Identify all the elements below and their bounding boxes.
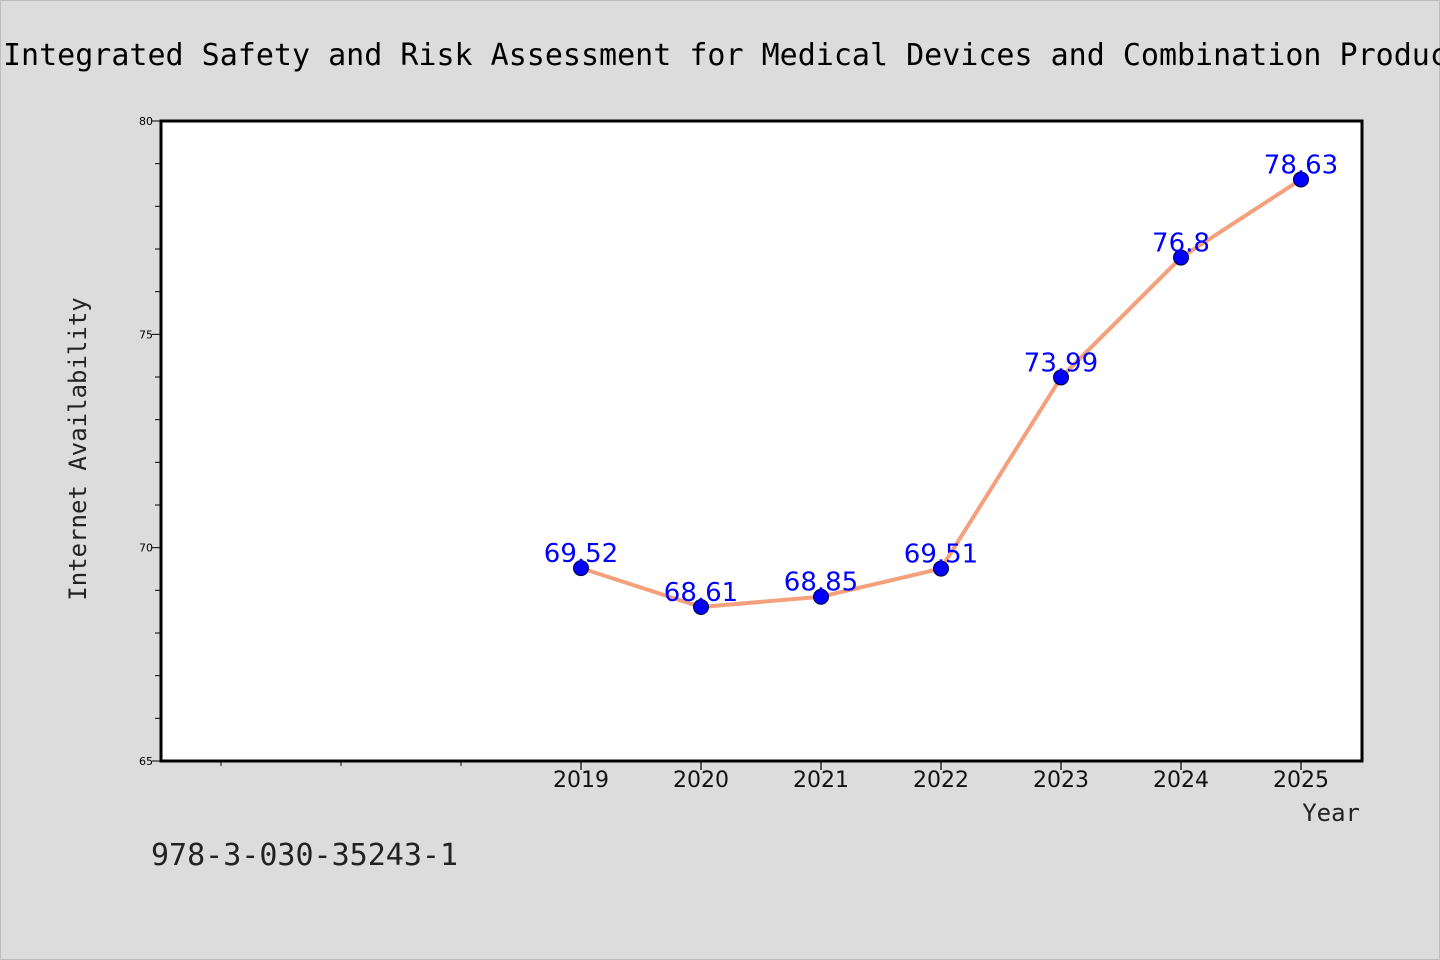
y-axis-title: Internet Availability bbox=[64, 297, 92, 600]
data-label: 68.61 bbox=[664, 578, 738, 608]
data-label: 69.51 bbox=[904, 540, 978, 570]
data-point bbox=[1053, 369, 1069, 386]
chart-title: Integrated Safety and Risk Assessment fo… bbox=[3, 38, 1440, 73]
y-tick-label: 70 bbox=[139, 542, 153, 555]
data-label: 69.52 bbox=[544, 539, 618, 569]
data-point bbox=[693, 598, 709, 615]
x-tick-label: 2020 bbox=[673, 768, 729, 793]
x-tick-label: 2024 bbox=[1153, 768, 1209, 793]
data-label: 76.8 bbox=[1152, 229, 1210, 259]
x-axis: 2019 2020 2021 2022 2023 2024 2025 bbox=[220, 761, 1329, 793]
y-axis: 65 70 75 80 bbox=[139, 115, 161, 768]
plot-area bbox=[159, 119, 1364, 763]
data-point bbox=[933, 560, 949, 577]
data-labels: 69.52 68.61 68.85 69.51 73.99 76.8 78.63 bbox=[544, 150, 1338, 608]
y-tick-label: 65 bbox=[139, 755, 153, 768]
x-tick-label: 2021 bbox=[793, 768, 849, 793]
data-label: 78.63 bbox=[1264, 150, 1338, 180]
data-label: 73.99 bbox=[1024, 348, 1098, 378]
data-point bbox=[813, 588, 829, 605]
y-tick-label: 75 bbox=[139, 328, 153, 341]
series-layer bbox=[573, 171, 1309, 615]
y-tick-label: 80 bbox=[139, 115, 153, 128]
x-axis-title: Year bbox=[1302, 799, 1360, 827]
x-tick-label: 2023 bbox=[1033, 768, 1089, 793]
data-point bbox=[573, 560, 589, 577]
data-point bbox=[1293, 171, 1309, 188]
data-label: 68.85 bbox=[784, 568, 858, 598]
x-tick-label: 2025 bbox=[1273, 768, 1329, 793]
data-point bbox=[1173, 249, 1189, 266]
x-tick-label: 2022 bbox=[913, 768, 969, 793]
x-tick-label: 2019 bbox=[553, 768, 609, 793]
isbn-code: 978-3-030-35243-1 bbox=[151, 838, 458, 873]
